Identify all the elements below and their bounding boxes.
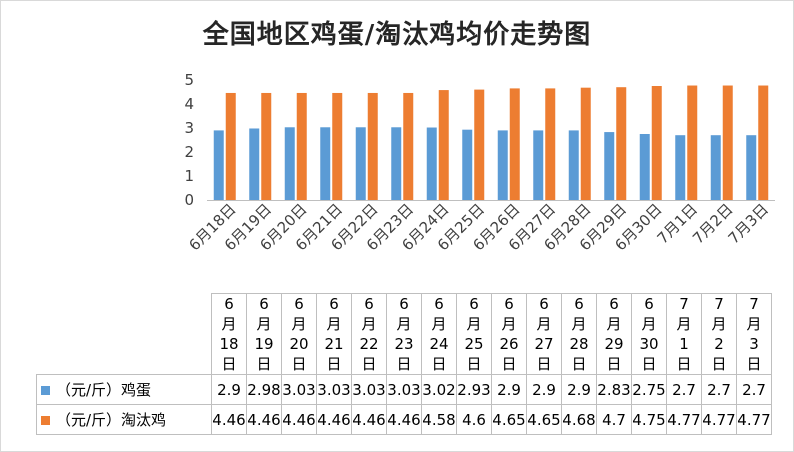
- bar-egg: [639, 134, 650, 200]
- bar-hen: [367, 92, 378, 200]
- bar-egg: [320, 127, 331, 200]
- bar-hen: [225, 92, 236, 200]
- bar-egg: [213, 130, 224, 200]
- bar-egg: [533, 130, 544, 200]
- table-cell: 2.98: [246, 374, 282, 405]
- table-cell: 4.77: [701, 404, 737, 435]
- bar-egg: [497, 130, 508, 200]
- table-cell: 4.46: [281, 404, 317, 435]
- y-tick-label: 3: [184, 119, 194, 137]
- bar-hen: [438, 90, 449, 200]
- bar-hen: [403, 92, 414, 200]
- bar-hen: [332, 92, 343, 200]
- table-cell: 2.9: [561, 374, 597, 405]
- bar-egg: [426, 127, 437, 200]
- table-category-header: 7月1日: [666, 293, 702, 375]
- bar-egg: [355, 127, 366, 200]
- table-cell: 2.7: [736, 374, 772, 405]
- data-table: 6月18日 6月19日 6月20日 6月21日 6月22日 6月23日 6月24日 6月25日…: [36, 293, 772, 435]
- table-cell: 4.77: [666, 404, 702, 435]
- y-tick-label: 2: [184, 143, 194, 161]
- table-cell: 4.6: [456, 404, 492, 435]
- table-corner: [36, 293, 212, 375]
- table-cell: 4.58: [421, 404, 457, 435]
- table-category-header: 6月22日: [351, 293, 387, 375]
- table-cell: 4.65: [491, 404, 527, 435]
- table-cell: 4.46: [211, 404, 247, 435]
- y-tick-label: 4: [184, 95, 194, 113]
- bar-hen: [687, 85, 698, 200]
- bar-egg: [710, 135, 721, 200]
- bar-hen: [616, 87, 627, 200]
- bar-egg: [746, 135, 757, 200]
- table-cell: 4.7: [596, 404, 632, 435]
- y-tick-label: 0: [184, 191, 194, 209]
- table-cell: 2.7: [701, 374, 737, 405]
- table-category-header: 6月30日: [631, 293, 667, 375]
- table-category-header: 6月27日: [526, 293, 562, 375]
- table-cell: 2.83: [596, 374, 632, 405]
- table-category-header: 6月26日: [491, 293, 527, 375]
- bar-hen: [580, 87, 591, 200]
- table-cell: 2.9: [491, 374, 527, 405]
- bar-hen: [758, 85, 769, 200]
- table-category-header: 7月3日: [736, 293, 772, 375]
- bar-hen: [474, 89, 485, 200]
- table-cell: 2.7: [666, 374, 702, 405]
- table-cell: 4.46: [386, 404, 422, 435]
- table-category-header: 6月29日: [596, 293, 632, 375]
- table-category-header: 6月20日: [281, 293, 317, 375]
- table-cell: 3.03: [281, 374, 317, 405]
- table-cell: 4.75: [631, 404, 667, 435]
- bar-hen: [651, 86, 662, 200]
- table-cell: 3.03: [316, 374, 352, 405]
- bar-egg: [391, 127, 402, 200]
- table-cell: 2.9: [526, 374, 562, 405]
- table-row: （元/斤）鸡蛋 2.9 2.98 3.03 3.03 3.03 3.03 3.02 2.93 2.…: [36, 374, 772, 405]
- bar-egg: [249, 128, 260, 200]
- y-tick-label: 1: [184, 167, 194, 185]
- table-series-label: （元/斤）鸡蛋: [36, 374, 212, 405]
- table-cell: 3.03: [386, 374, 422, 405]
- bar-egg: [462, 129, 473, 200]
- table-cell: 4.46: [316, 404, 352, 435]
- table-category-header: 6月18日: [211, 293, 247, 375]
- bar-egg: [568, 130, 579, 200]
- table-category-header: 6月21日: [316, 293, 352, 375]
- table-cell: 2.93: [456, 374, 492, 405]
- table-cell: 4.46: [351, 404, 387, 435]
- table-cell: 4.46: [246, 404, 282, 435]
- table-cell: 3.03: [351, 374, 387, 405]
- table-cell: 4.77: [736, 404, 772, 435]
- table-cell: 4.68: [561, 404, 597, 435]
- table-category-header: 6月19日: [246, 293, 282, 375]
- y-tick-label: 5: [184, 71, 194, 89]
- table-cell: 4.65: [526, 404, 562, 435]
- x-tick-label: 7月3日: [725, 200, 772, 247]
- bar-egg: [675, 135, 686, 200]
- table-category-header: 6月24日: [421, 293, 457, 375]
- table-cell: 2.75: [631, 374, 667, 405]
- legend-swatch: [41, 386, 50, 395]
- table-row: （元/斤）淘汰鸡 4.46 4.46 4.46 4.46 4.46 4.46 4.58 4.6 4…: [36, 404, 772, 435]
- bar-hen: [261, 92, 272, 200]
- table-category-header: 6月25日: [456, 293, 492, 375]
- table-series-label: （元/斤）淘汰鸡: [36, 404, 212, 435]
- bar-hen: [296, 92, 307, 200]
- bar-hen: [545, 88, 556, 200]
- bar-hen: [722, 85, 733, 200]
- bar-egg: [604, 132, 615, 200]
- table-cell: 2.9: [211, 374, 247, 405]
- bar-hen: [509, 88, 520, 200]
- table-category-header: 6月28日: [561, 293, 597, 375]
- table-cell: 3.02: [421, 374, 457, 405]
- bar-egg: [284, 127, 295, 200]
- chart-title: 全国地区鸡蛋/淘汰鸡均价走势图: [202, 20, 592, 50]
- table-category-header: 7月2日: [701, 293, 737, 375]
- legend-swatch: [41, 416, 50, 425]
- table-category-header: 6月23日: [386, 293, 422, 375]
